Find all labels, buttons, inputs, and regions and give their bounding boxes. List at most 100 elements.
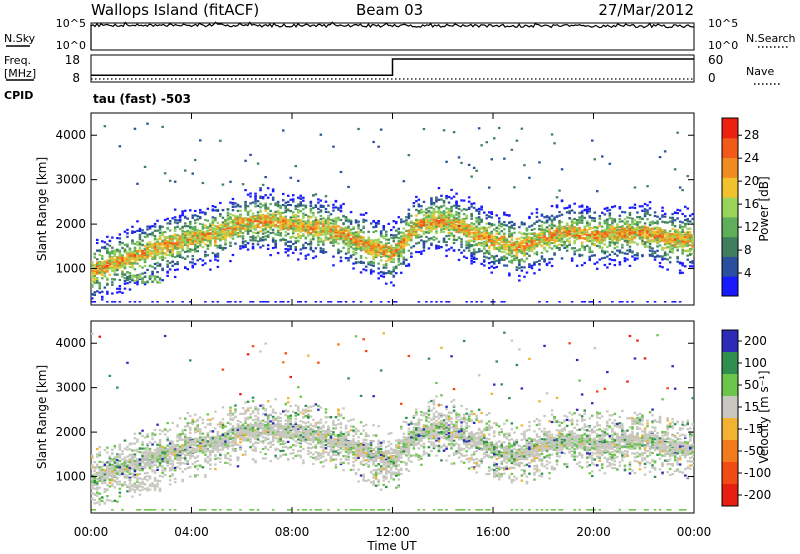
power-cell	[495, 242, 499, 245]
power-cell	[440, 211, 443, 214]
power-cell	[548, 261, 551, 264]
power-cell	[304, 257, 308, 260]
power-cell	[440, 214, 443, 217]
power-cell	[219, 213, 222, 216]
power-cell	[452, 131, 456, 134]
power-cell	[452, 204, 456, 207]
power-cell	[498, 261, 501, 264]
power-cell	[319, 249, 323, 252]
power-cell	[405, 258, 408, 261]
power-cell	[528, 254, 531, 257]
power-cell	[369, 247, 373, 250]
power-cell	[133, 255, 137, 258]
power-cell	[244, 206, 247, 209]
power-cell	[392, 275, 396, 278]
power-cell	[427, 210, 431, 213]
power-cell	[181, 210, 184, 213]
power-cell	[211, 227, 215, 230]
power-cell	[367, 241, 370, 244]
power-cell	[219, 201, 222, 205]
power-cell	[500, 222, 504, 225]
power-cell	[480, 231, 483, 234]
power-cell	[440, 221, 443, 224]
power-cell	[271, 196, 275, 199]
power-cell	[133, 242, 137, 245]
power-cell	[400, 235, 403, 238]
power-cell	[276, 219, 280, 222]
power-cell	[412, 245, 416, 248]
power-cell	[309, 243, 313, 246]
power-cell	[168, 254, 172, 257]
power-cell	[266, 218, 270, 221]
power-cell	[309, 246, 313, 249]
power-cell	[342, 246, 345, 249]
power-cell	[553, 245, 556, 248]
power-cell	[161, 267, 164, 270]
power-cell	[417, 251, 421, 254]
power-cell	[385, 252, 388, 255]
power-cell	[251, 301, 255, 303]
power-cell	[427, 219, 431, 222]
power-cell	[490, 265, 494, 268]
power-cell	[317, 201, 320, 204]
power-cell	[269, 213, 272, 216]
power-cell	[452, 195, 456, 198]
power-cell	[299, 252, 303, 255]
power-cell	[395, 272, 398, 275]
power-cell	[530, 242, 534, 245]
power-cell	[372, 242, 375, 245]
power-cell	[488, 186, 491, 189]
power-cell	[297, 203, 300, 206]
power-cell	[141, 255, 144, 258]
power-cell	[498, 260, 501, 263]
power-cell	[282, 199, 285, 202]
power-cell	[505, 264, 509, 267]
power-cell	[317, 240, 320, 243]
power-cell	[322, 217, 325, 220]
power-cell	[465, 223, 468, 226]
power-cell	[555, 239, 559, 242]
power-cell	[178, 216, 182, 219]
power-cell	[442, 240, 446, 243]
power-cell	[158, 263, 162, 266]
power-cell	[445, 235, 448, 238]
power-cell	[324, 200, 328, 203]
power-cell	[490, 235, 494, 238]
power-cell	[528, 236, 531, 239]
power-cell	[445, 218, 448, 221]
power-cell	[435, 199, 438, 202]
power-cell	[191, 214, 195, 217]
power-cell	[189, 231, 192, 235]
power-cell	[178, 243, 182, 246]
power-cell	[136, 250, 139, 253]
power-cell	[319, 199, 323, 202]
power-cell	[505, 246, 509, 249]
power-cell	[430, 203, 433, 206]
power-cell	[430, 219, 433, 222]
power-cell	[184, 234, 187, 237]
power-cell	[347, 257, 350, 260]
power-cell	[133, 127, 137, 130]
power-cell	[422, 231, 426, 234]
power-cell	[339, 237, 343, 240]
power-cell	[337, 251, 340, 255]
power-cell	[224, 246, 227, 250]
power-cell	[352, 250, 355, 253]
power-cell	[304, 254, 308, 257]
power-cell	[244, 223, 247, 226]
power-cell	[475, 234, 478, 237]
power-cell	[297, 209, 300, 213]
power-cell	[168, 244, 172, 247]
power-cell	[229, 217, 232, 220]
power-cell	[483, 234, 486, 237]
power-cell	[116, 250, 119, 253]
power-cell	[189, 239, 192, 242]
power-cell	[133, 248, 137, 251]
power-cell	[297, 301, 300, 303]
power-cell	[199, 244, 202, 247]
power-cell	[266, 206, 270, 209]
power-cell	[241, 227, 245, 230]
power-cell	[533, 237, 536, 240]
power-cell	[206, 237, 210, 240]
power-cell	[498, 227, 501, 230]
